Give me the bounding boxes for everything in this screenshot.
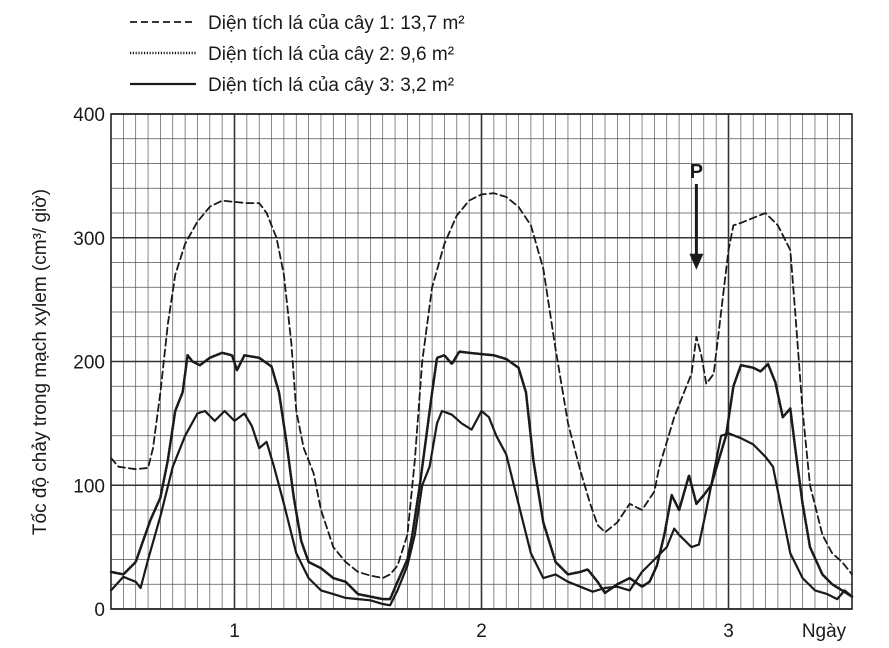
y-tick-label: 0: [94, 600, 105, 621]
legend-label-2: Diện tích lá của cây 2: 9,6 m²: [208, 44, 454, 65]
x-tick-label: 2: [476, 621, 487, 642]
series-line-2: [109, 350, 854, 601]
legend: Diện tích lá của cây 1: 13,7 m² Diện tích…: [130, 13, 465, 96]
annotation-arrow-head: [689, 253, 704, 270]
x-tick-label: 1: [229, 621, 240, 642]
x-axis-title: Ngày: [802, 621, 847, 642]
grid: [110, 113, 853, 610]
series-layer: [109, 192, 854, 607]
plot-frame: [110, 113, 853, 610]
legend-label-3: Diện tích lá của cây 3: 3,2 m²: [208, 75, 454, 96]
legend-label-1: Diện tích lá của cây 1: 13,7 m²: [208, 13, 465, 34]
series-line-1: [110, 192, 853, 579]
annotations: P: [689, 161, 704, 270]
axes: 0 100 200 300 400 1 2 3: [73, 105, 853, 642]
annotation-label: P: [690, 161, 703, 183]
series-line-3: [109, 409, 854, 607]
y-axis-title: Tốc độ chảy trong mạch xylem (cm³/ giờ): [30, 189, 51, 535]
x-tick-label: 3: [723, 621, 734, 642]
y-tick-label: 100: [73, 476, 105, 497]
y-tick-label: 300: [73, 229, 105, 250]
y-tick-label: 200: [73, 353, 105, 374]
y-tick-label: 400: [73, 105, 105, 126]
